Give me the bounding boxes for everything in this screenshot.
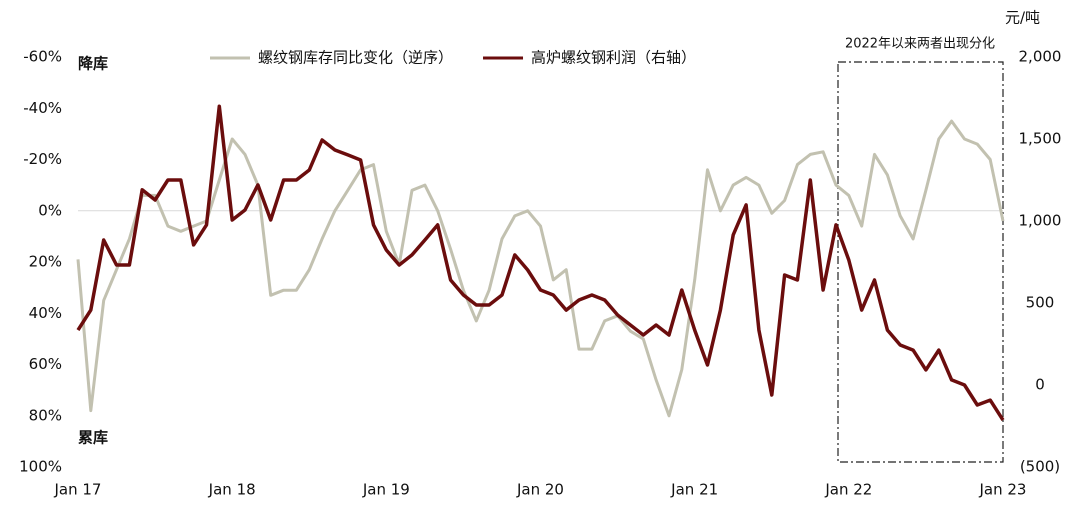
- x-tick-label: Jan 22: [824, 481, 872, 499]
- y-tick-label: 0%: [38, 201, 62, 219]
- x-tick-label: Jan 20: [516, 481, 564, 499]
- y-tick-label: 80%: [29, 406, 62, 424]
- series-line: [76, 104, 1005, 422]
- y-tick-label: 100%: [19, 458, 62, 476]
- legend-label: 高炉螺纹钢利润（右轴）: [531, 49, 696, 67]
- y2-tick-label: 1,000: [1019, 212, 1062, 230]
- series-line: [76, 119, 1005, 418]
- y2-tick-label: 2,000: [1019, 48, 1062, 66]
- x-tick-label: Jan 19: [362, 481, 410, 499]
- highlight-box: [837, 61, 1004, 463]
- x-tick-label: Jan 17: [54, 481, 102, 499]
- y-tick-label: 40%: [29, 304, 62, 322]
- y2-tick-label: 0: [1035, 376, 1045, 394]
- y2-unit: 元/吨: [1005, 9, 1040, 27]
- annotation: 累库: [78, 429, 108, 447]
- annotation: 降库: [78, 55, 108, 73]
- y2-tick-label: 500: [1026, 294, 1055, 312]
- y-tick-label: -60%: [23, 48, 62, 66]
- y-tick-label: 20%: [29, 253, 62, 271]
- y-tick-label: -20%: [23, 150, 62, 168]
- x-tick-label: Jan 18: [208, 481, 256, 499]
- x-tick-label: Jan 21: [670, 481, 718, 499]
- y-tick-label: -40%: [23, 99, 62, 117]
- legend-label: 螺纹钢库存同比变化（逆序）: [258, 49, 453, 67]
- y-tick-label: 60%: [29, 355, 62, 373]
- y2-tick-label: 1,500: [1019, 130, 1062, 148]
- annotation: 2022年以来两者出现分化: [845, 37, 995, 52]
- y2-tick-label: (500): [1020, 458, 1060, 476]
- x-tick-label: Jan 23: [979, 481, 1027, 499]
